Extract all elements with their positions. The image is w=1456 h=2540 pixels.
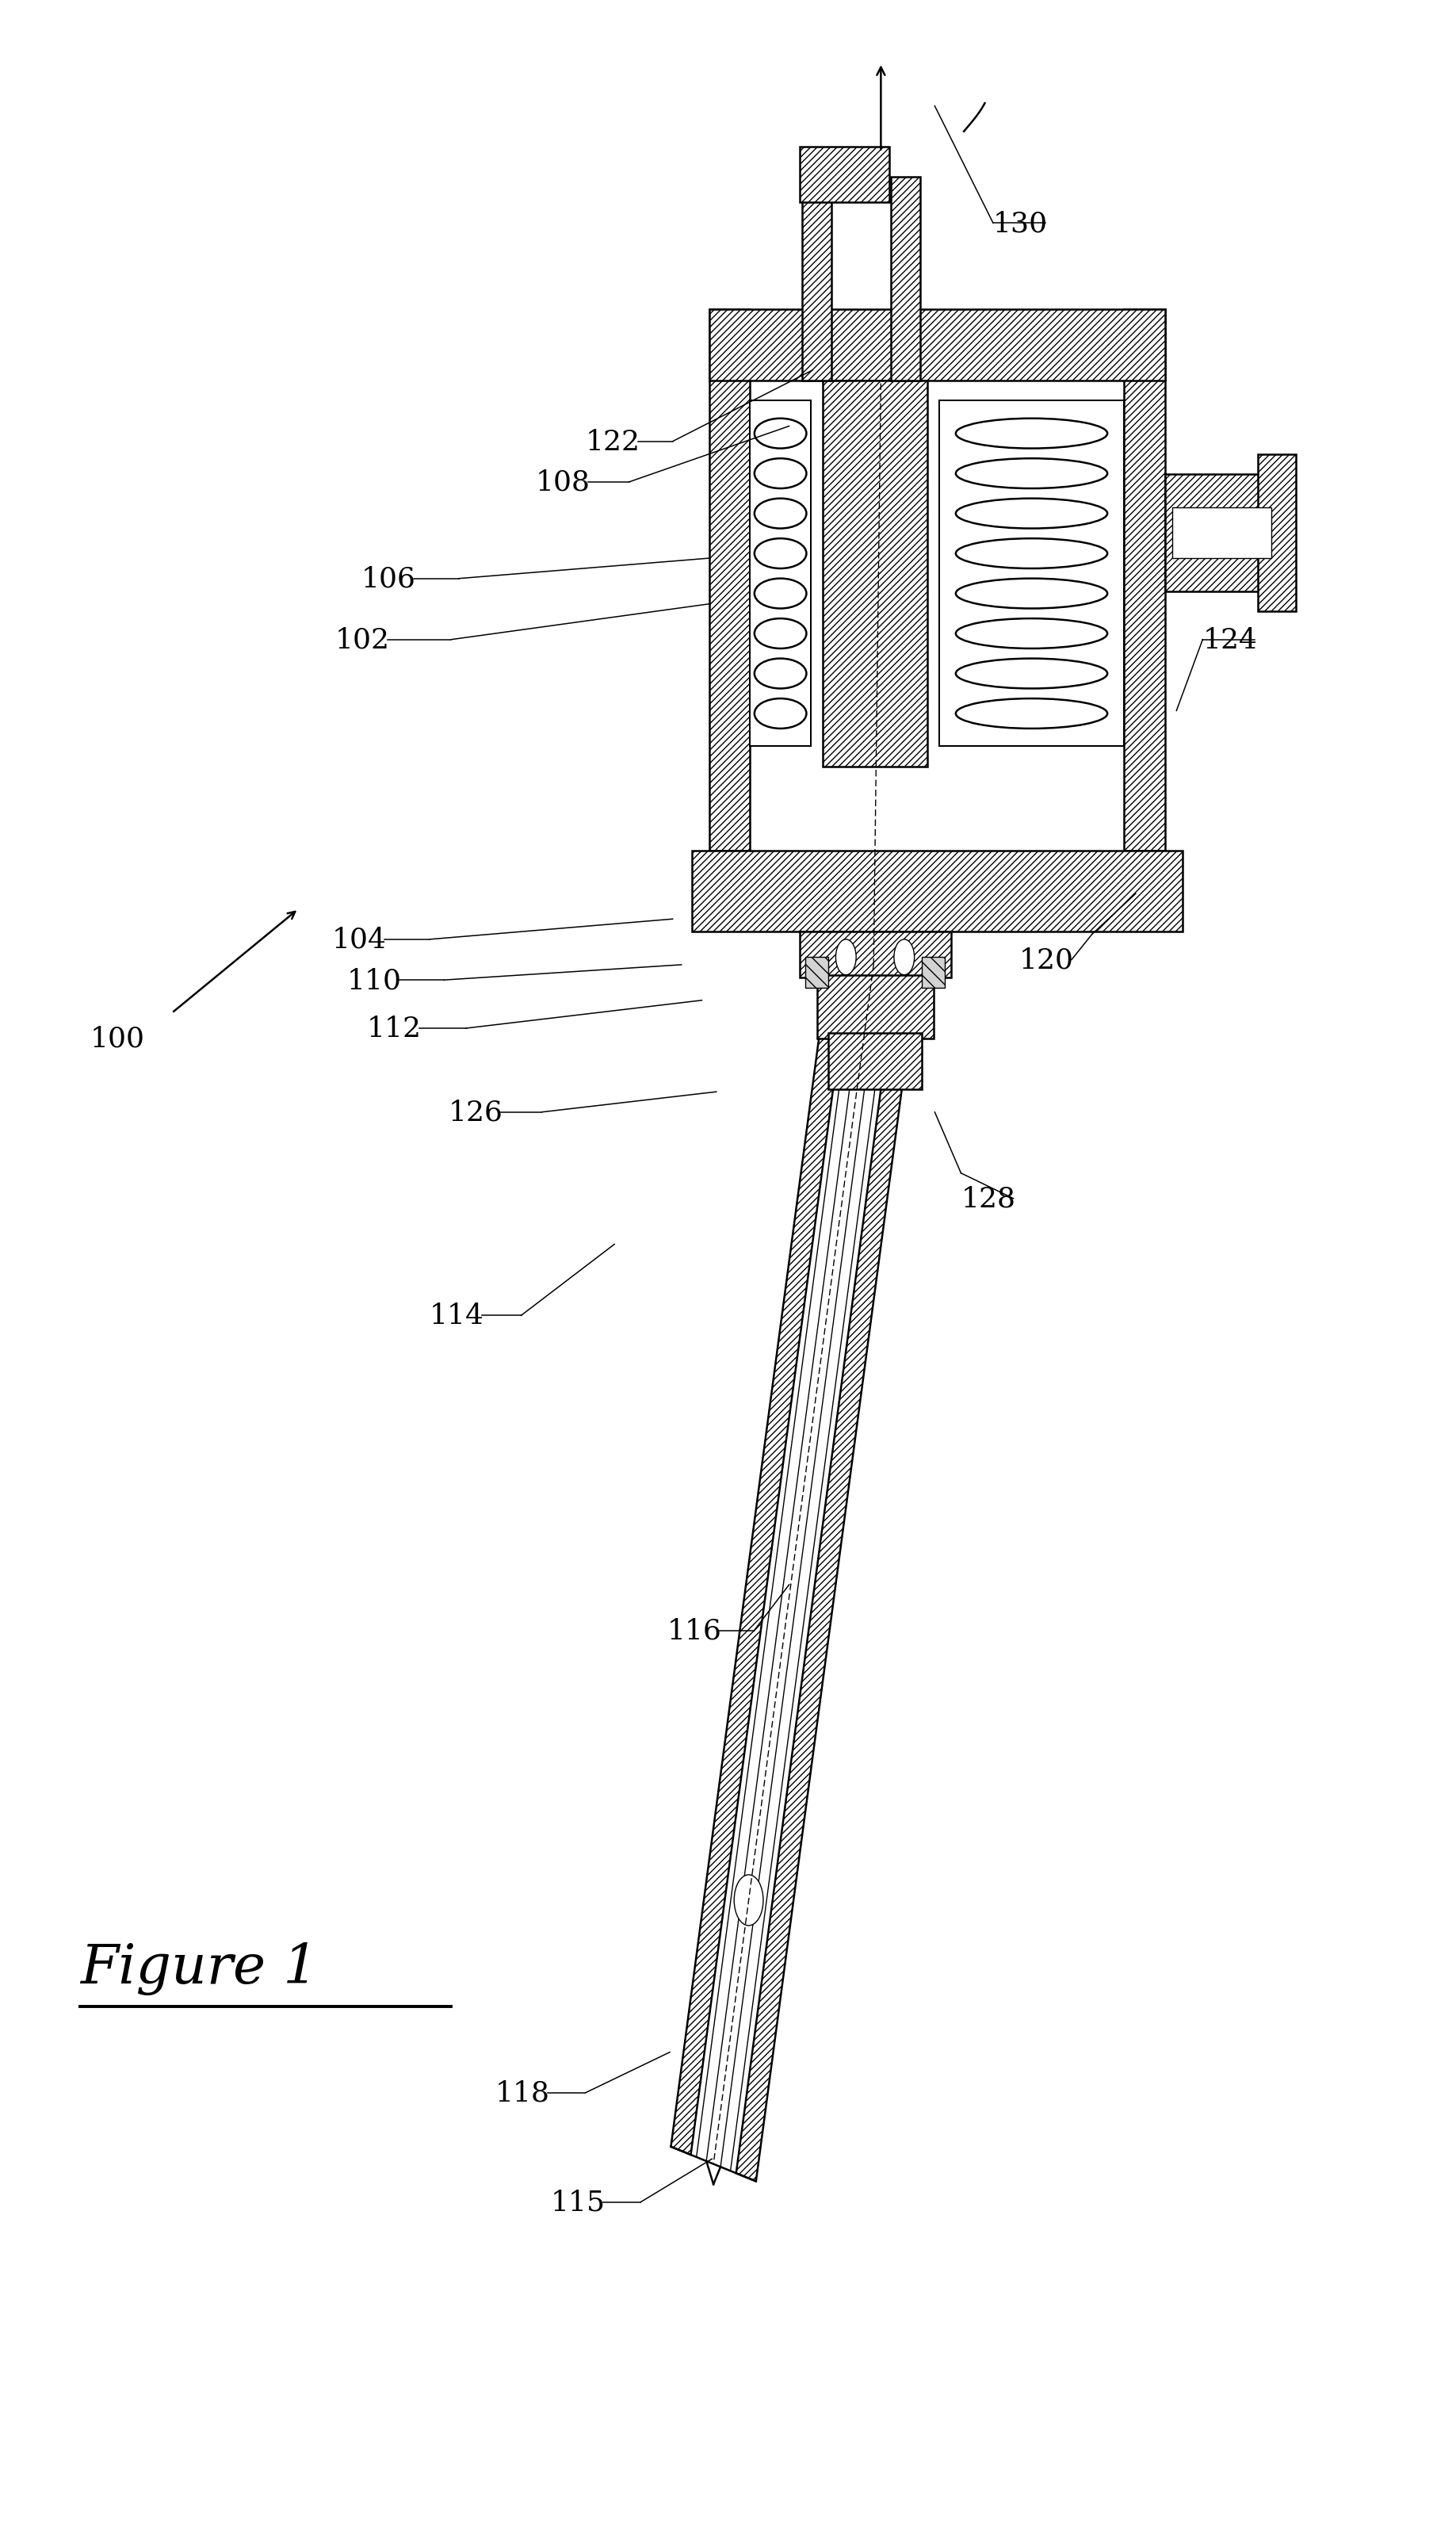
- Circle shape: [894, 940, 914, 975]
- Text: 122: 122: [585, 429, 641, 455]
- Text: 128: 128: [961, 1186, 1016, 1212]
- Bar: [922, 958, 945, 988]
- Ellipse shape: [955, 498, 1108, 528]
- Ellipse shape: [754, 620, 807, 650]
- Ellipse shape: [955, 699, 1108, 729]
- Circle shape: [836, 940, 856, 975]
- Bar: [1258, 455, 1296, 612]
- Bar: [1124, 310, 1165, 851]
- Bar: [692, 851, 1182, 932]
- Bar: [1172, 508, 1271, 559]
- Ellipse shape: [754, 538, 807, 569]
- Bar: [709, 310, 1165, 381]
- Bar: [823, 381, 927, 767]
- Text: 114: 114: [430, 1303, 485, 1328]
- Ellipse shape: [955, 658, 1108, 688]
- Ellipse shape: [754, 699, 807, 729]
- Text: 104: 104: [332, 927, 387, 953]
- Text: 120: 120: [1019, 947, 1075, 973]
- Ellipse shape: [754, 579, 807, 610]
- Text: 124: 124: [1203, 627, 1258, 653]
- Bar: [891, 178, 920, 381]
- Ellipse shape: [955, 419, 1108, 450]
- Text: Figure 1: Figure 1: [80, 1943, 319, 1994]
- Bar: [805, 958, 828, 988]
- Ellipse shape: [754, 460, 807, 490]
- Text: 108: 108: [536, 470, 591, 495]
- Ellipse shape: [955, 460, 1108, 490]
- Text: 126: 126: [448, 1100, 502, 1125]
- Text: 116: 116: [667, 1618, 721, 1643]
- Text: 115: 115: [550, 2189, 606, 2215]
- Bar: [802, 178, 831, 381]
- Bar: [1165, 475, 1278, 592]
- Text: 100: 100: [90, 1026, 146, 1052]
- Bar: [750, 401, 811, 747]
- Circle shape: [734, 1875, 763, 1925]
- Bar: [709, 310, 750, 851]
- Ellipse shape: [955, 538, 1108, 569]
- Bar: [817, 975, 933, 1039]
- Ellipse shape: [955, 620, 1108, 650]
- Bar: [799, 932, 951, 978]
- Text: 106: 106: [361, 566, 415, 592]
- Polygon shape: [737, 975, 916, 2182]
- Ellipse shape: [754, 419, 807, 450]
- Text: 110: 110: [347, 968, 402, 993]
- Ellipse shape: [955, 579, 1108, 610]
- Text: 102: 102: [335, 627, 390, 653]
- Ellipse shape: [754, 658, 807, 688]
- Polygon shape: [671, 947, 850, 2154]
- Bar: [828, 1034, 922, 1090]
- Text: 130: 130: [993, 211, 1048, 236]
- Ellipse shape: [754, 498, 807, 528]
- Bar: [799, 147, 890, 203]
- Bar: [939, 401, 1124, 747]
- Text: 118: 118: [495, 2080, 550, 2106]
- Polygon shape: [696, 958, 866, 2162]
- Text: 112: 112: [367, 1016, 422, 1041]
- Polygon shape: [721, 968, 891, 2172]
